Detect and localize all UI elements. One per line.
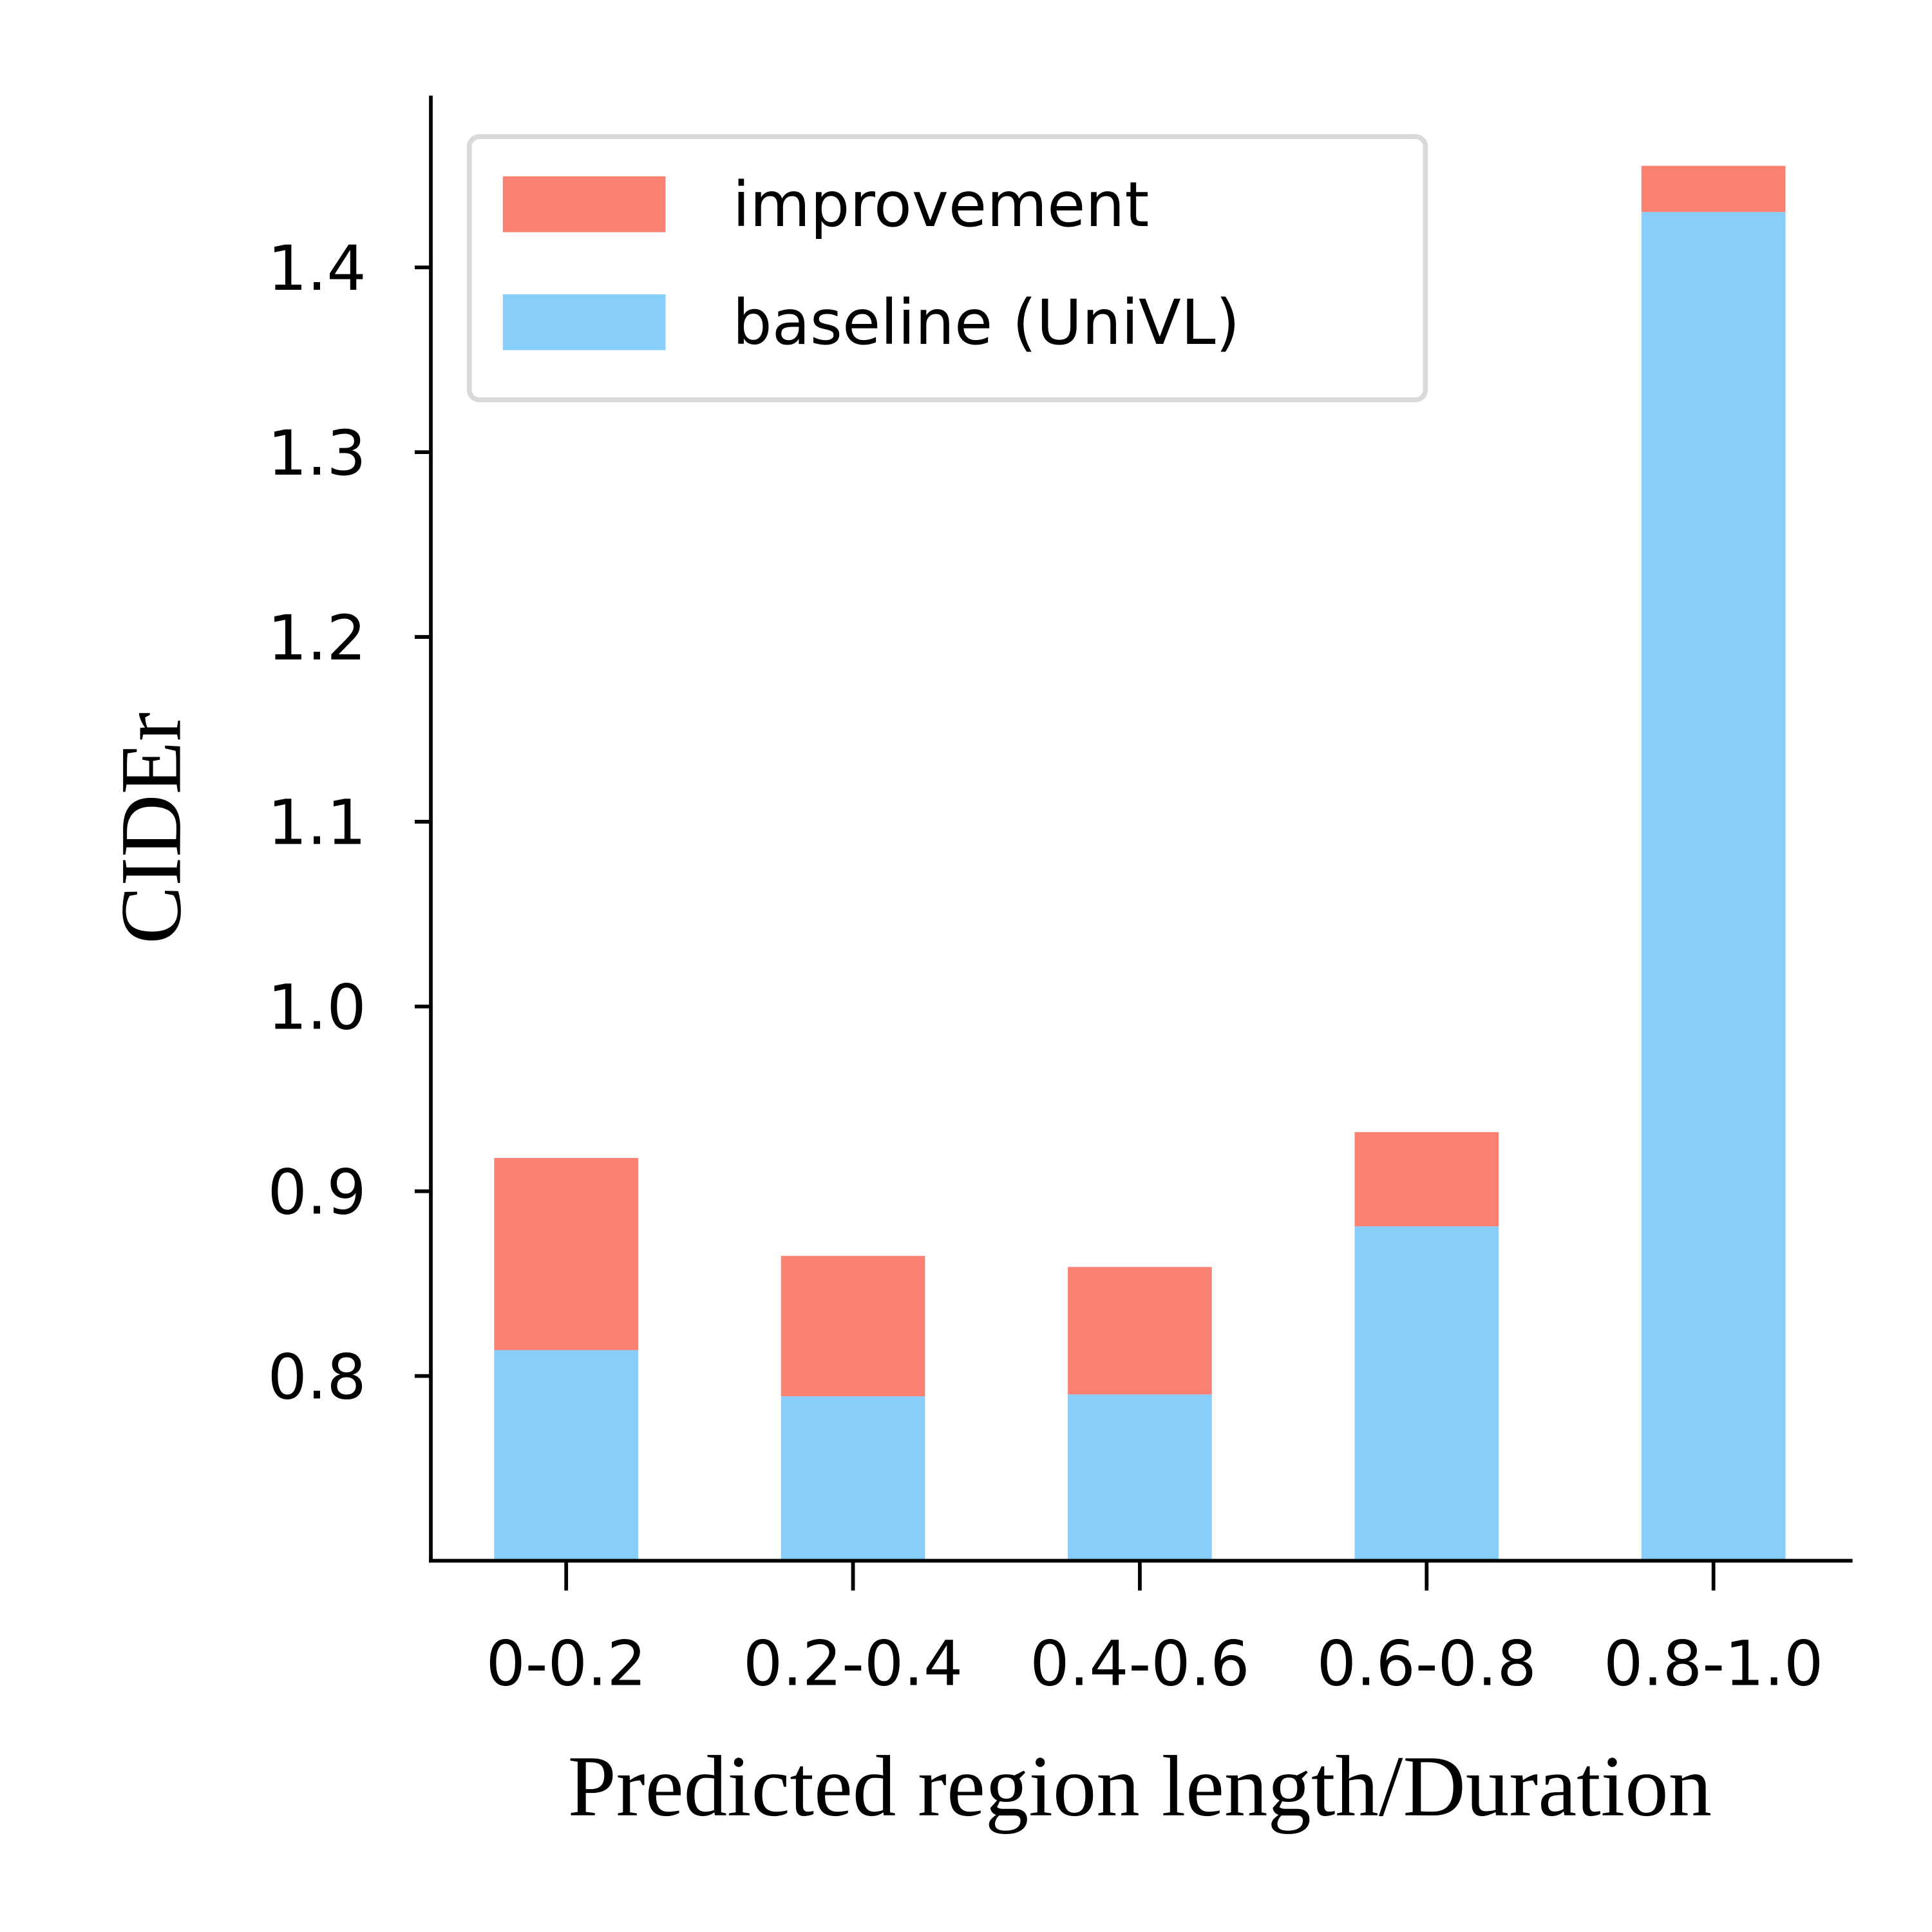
y-tick-label: 1.1 [267, 787, 366, 859]
bar-segment [1068, 1267, 1212, 1395]
y-tick-label: 1.4 [267, 232, 366, 305]
x-axis-label: Predicted region length/Duration [568, 1739, 1712, 1835]
x-tick-label: 0.8-1.0 [1604, 1627, 1823, 1700]
legend-swatch [502, 176, 666, 232]
bar-segment [494, 1158, 639, 1350]
legend-box [466, 134, 1428, 402]
x-tick-label: 0.2-0.4 [743, 1627, 963, 1700]
bar-segment [494, 1350, 639, 1561]
y-tick-label: 1.2 [267, 602, 366, 674]
x-tick-label: 0.6-0.8 [1317, 1627, 1537, 1700]
bar-segment [1641, 212, 1786, 1561]
y-tick-label: 0.8 [267, 1341, 366, 1413]
x-tick-label: 0.4-0.6 [1030, 1627, 1249, 1700]
bar-segment [1068, 1394, 1212, 1561]
bar-segment [781, 1396, 925, 1561]
legend-label: baseline (UniVL) [733, 287, 1240, 359]
x-tick-label: 0-0.2 [486, 1627, 646, 1700]
y-tick-label: 1.3 [267, 417, 366, 489]
y-tick-label: 1.0 [267, 972, 366, 1044]
legend-swatch [502, 294, 666, 350]
y-axis-label: CIDEr [104, 712, 200, 944]
bar-segment [1354, 1226, 1499, 1561]
bar-segment [1641, 166, 1786, 213]
bar-segment [781, 1256, 925, 1397]
legend-label: improvement [733, 169, 1150, 241]
y-tick-label: 0.9 [267, 1156, 366, 1228]
bar-segment [1354, 1132, 1499, 1227]
